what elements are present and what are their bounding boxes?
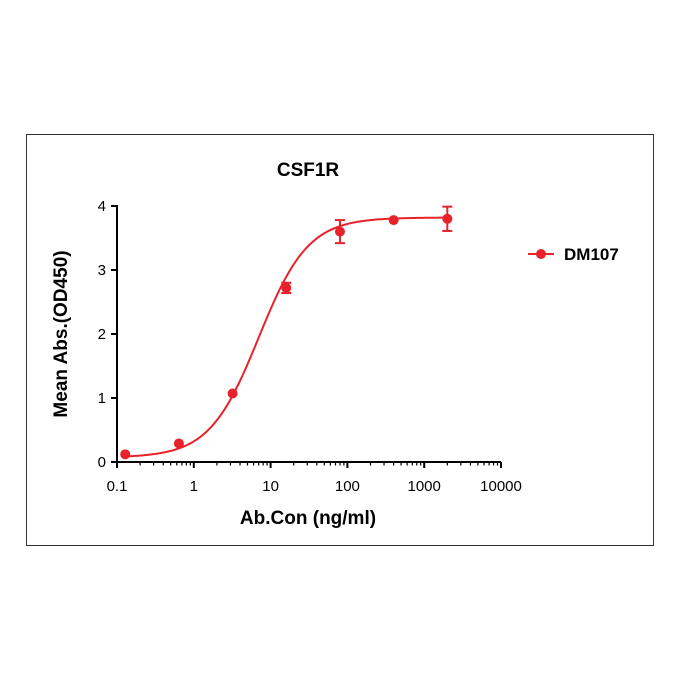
plot-area	[120, 205, 453, 460]
x-ticks: 0.1 1 10 100 1000 10000	[107, 462, 522, 495]
fit-curve-dm107	[125, 216, 448, 458]
y-axis-label: Mean Abs.(OD450)	[51, 250, 72, 417]
data-point-6	[442, 213, 453, 224]
data-point-4	[334, 226, 345, 237]
x-tick-label-1: 1	[190, 478, 198, 495]
data-point-0	[120, 449, 131, 460]
legend-label-dm107: DM107	[564, 245, 619, 264]
x-tick-label-0.1: 0.1	[107, 478, 128, 495]
data-point-1	[173, 438, 184, 449]
y-tick-label-3: 3	[98, 262, 106, 279]
chart-frame	[26, 134, 654, 546]
y-tick-label-4: 4	[98, 198, 106, 215]
data-point-3	[281, 282, 292, 293]
y-ticks: 0 1 2 3 4	[98, 198, 117, 471]
x-tick-label-10: 10	[262, 478, 279, 495]
y-tick-label-1: 1	[98, 390, 106, 407]
y-tick-label-2: 2	[98, 326, 106, 343]
x-tick-label-100: 100	[335, 478, 360, 495]
legend-marker	[536, 249, 546, 259]
chart-title: CSF1R	[277, 160, 340, 181]
axes: 0 1 2 3 4 0.1 1 10 100 1000 10000	[98, 198, 522, 495]
legend: DM107	[528, 245, 619, 264]
data-point-5	[388, 215, 399, 226]
y-tick-label-0: 0	[98, 454, 106, 471]
x-axis-label: Ab.Con (ng/ml)	[240, 508, 376, 529]
x-tick-label-1000: 1000	[408, 478, 441, 495]
x-tick-label-10000: 10000	[480, 478, 522, 495]
data-point-2	[227, 388, 238, 399]
